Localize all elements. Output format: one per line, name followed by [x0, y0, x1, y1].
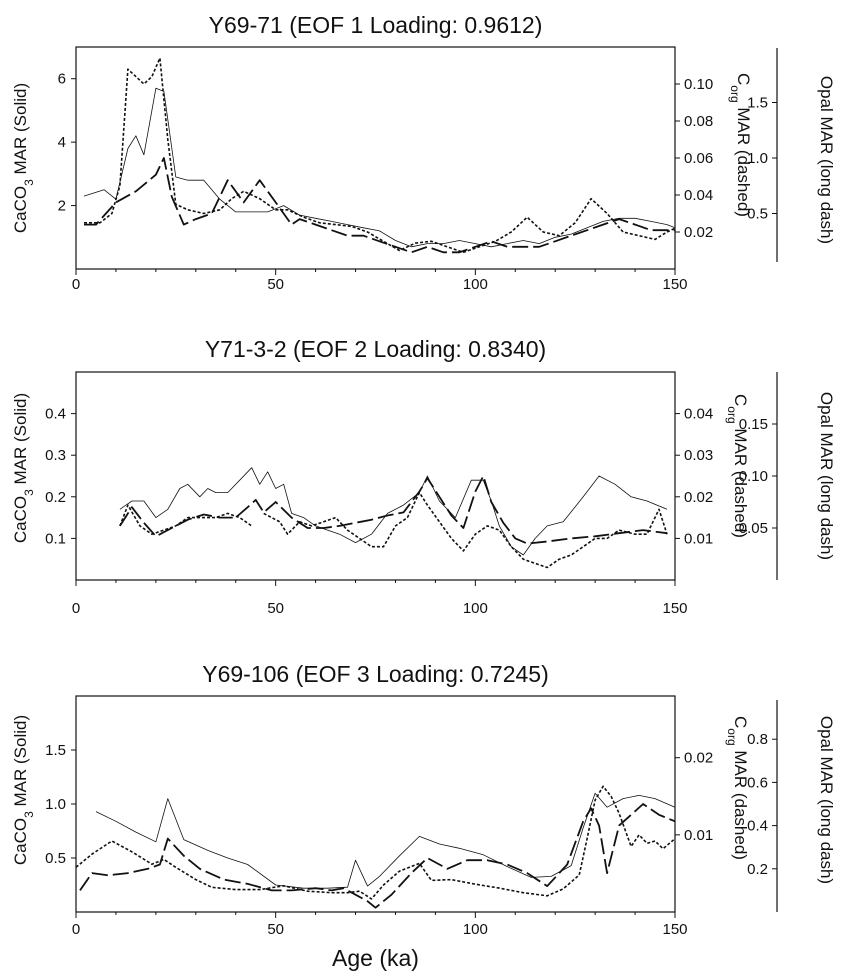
left-tick-label: 0.1: [45, 530, 66, 547]
right1-tick-label: 0.04: [684, 187, 713, 204]
left-axis-label-2-part: MAR (Solid): [11, 393, 30, 489]
x-tick-label-0: 0: [72, 921, 80, 938]
right1-tick-label: 0.03: [684, 447, 713, 464]
corg-axis-label-3-part: C: [731, 716, 750, 728]
right2-tick-label: 0.05: [739, 520, 768, 537]
right2-tick-label: 0.15: [739, 416, 768, 433]
left-axis-label-3-part: CaCO: [11, 818, 30, 865]
left-axis-label-1-part: CaCO: [11, 186, 30, 233]
right2-tick-label: 0.4: [747, 818, 768, 835]
left-tick-label: 4: [58, 134, 66, 151]
left-tick-label: 0.4: [45, 406, 66, 423]
left-axis-label-1-part: MAR (Solid): [11, 83, 30, 179]
left-tick-label: 1.5: [45, 742, 66, 759]
corg-axis-label-3: Corg MAR (dashed): [725, 716, 750, 860]
x-tick-label-50: 50: [267, 600, 284, 617]
corg-axis-label-2-part: MAR (dashed): [731, 424, 750, 538]
left-tick-label: 1.0: [45, 796, 66, 813]
corg-axis-label-2-part: C: [731, 394, 750, 406]
x-tick-label-0: 0: [72, 276, 80, 293]
left-axis-label-2: CaCO3 MAR (Solid): [11, 393, 36, 543]
right2-tick-label: 1.0: [747, 150, 768, 167]
left-axis-label-3: CaCO3 MAR (Solid): [11, 715, 36, 865]
plot-frame-1: [75, 46, 676, 270]
series-dotted-1-1: [84, 57, 676, 254]
corg-axis-label-3-part: org: [725, 728, 739, 745]
left-tick-label: 0.5: [45, 850, 66, 867]
x-tick-label-150: 150: [662, 921, 687, 938]
x-tick-label-50: 50: [267, 276, 284, 293]
series-dotted-2-1: [119, 504, 253, 536]
right1-tick-label: 0.01: [684, 530, 713, 547]
right1-tick-label: 0.04: [684, 406, 713, 423]
x-tick-label-100: 100: [463, 921, 488, 938]
x-tick-label-100: 100: [463, 276, 488, 293]
right2-tick-label: 1.5: [747, 95, 768, 112]
corg-axis-label-2: Corg MAR (dashed): [725, 394, 750, 538]
series-solid-1-0: [83, 87, 676, 248]
left-tick-label: 2: [58, 198, 66, 215]
x-tick-label-50: 50: [267, 921, 284, 938]
right2-tick-label: 0.5: [747, 206, 768, 223]
chart-title-2: Y71-3-2 (EOF 2 Loading: 0.8340): [205, 336, 546, 362]
left-tick-label: 0.3: [45, 447, 66, 464]
series-longdash-2-3: [119, 475, 668, 545]
left-axis-label-3-part: MAR (Solid): [11, 715, 30, 811]
corg-axis-label-2-part: org: [725, 406, 739, 423]
x-axis-label: Age (ka): [332, 945, 419, 971]
right1-tick-label: 0.02: [684, 489, 713, 506]
chart-title-3: Y69-106 (EOF 3 Loading: 0.7245): [202, 661, 549, 687]
left-axis-label-3-part: 3: [22, 811, 36, 818]
left-tick-label: 0.2: [45, 489, 66, 506]
series-dotted-3-1: [75, 785, 676, 900]
series-longdash-1-2: [84, 157, 675, 254]
left-axis-label-2-part: 3: [22, 489, 36, 496]
right2-tick-label: 0.10: [739, 468, 768, 485]
corg-axis-label-1-part: C: [734, 73, 753, 85]
opal-axis-label-3: Opal MAR (long dash): [817, 716, 836, 884]
left-axis-label-2-part: CaCO: [11, 496, 30, 543]
right1-tick-label: 0.02: [684, 224, 713, 241]
plot-frame-2: [75, 371, 676, 581]
corg-axis-label-3-part: MAR (dashed): [731, 746, 750, 860]
corg-axis-label-1-part: org: [728, 85, 742, 102]
opal-axis-label-2-part: Opal MAR (long dash): [817, 392, 836, 560]
right1-tick-label: 0.06: [684, 150, 713, 167]
series-solid-3-0: [95, 792, 676, 889]
left-axis-label-1: CaCO3 MAR (Solid): [11, 83, 36, 233]
series-solid-2-0: [119, 467, 668, 556]
series-longdash-3-2: [79, 803, 676, 909]
corg-axis-label-1-part: MAR (dashed): [734, 103, 753, 217]
x-tick-label-150: 150: [662, 276, 687, 293]
series-dotted-2-2: [263, 491, 668, 569]
left-tick-label: 6: [58, 71, 66, 88]
right1-tick-label: 0.08: [684, 113, 713, 130]
left-axis-label-1-part: 3: [22, 179, 36, 186]
right2-tick-label: 0.6: [747, 774, 768, 791]
opal-axis-label-1-part: Opal MAR (long dash): [817, 76, 836, 244]
chart-title-1: Y69-71 (EOF 1 Loading: 0.9612): [209, 12, 543, 38]
x-tick-label-150: 150: [662, 600, 687, 617]
right1-tick-label: 0.02: [684, 750, 713, 767]
right1-tick-label: 0.10: [684, 76, 713, 93]
opal-axis-label-2: Opal MAR (long dash): [817, 392, 836, 560]
corg-axis-label-1: Corg MAR (dashed): [728, 73, 753, 217]
right1-tick-label: 0.01: [684, 827, 713, 844]
x-tick-label-0: 0: [72, 600, 80, 617]
right2-tick-label: 0.2: [747, 861, 768, 878]
opal-axis-label-1: Opal MAR (long dash): [817, 76, 836, 244]
opal-axis-label-3-part: Opal MAR (long dash): [817, 716, 836, 884]
right2-tick-label: 0.8: [747, 731, 768, 748]
x-tick-label-100: 100: [463, 600, 488, 617]
